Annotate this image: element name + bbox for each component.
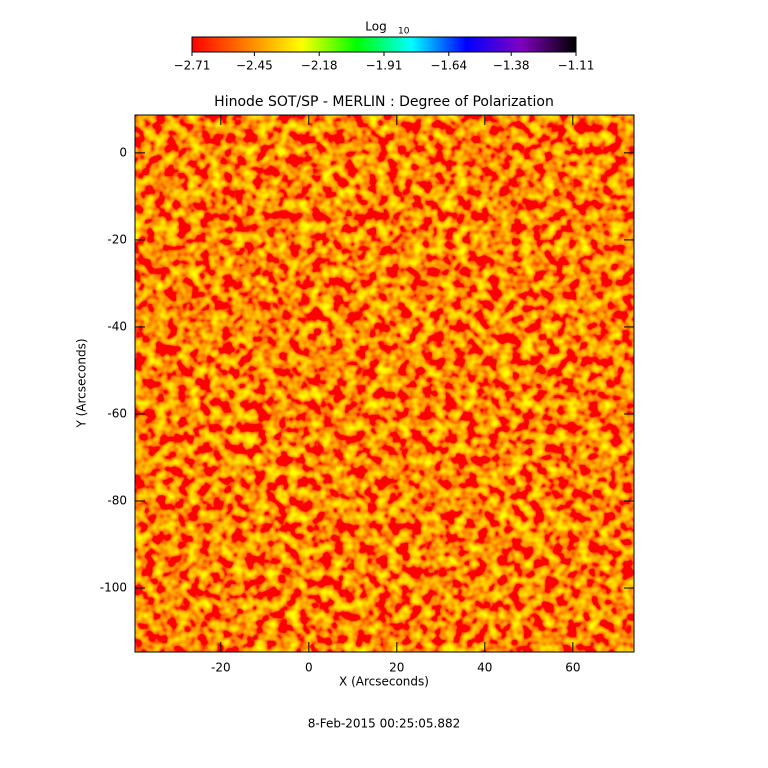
y-axis-label: Y (Arcseconds): [75, 338, 89, 428]
colorbar-tick-label: −2.45: [236, 59, 273, 73]
image: [135, 115, 634, 652]
x-tick-label: 0: [305, 661, 313, 675]
colorbar: [191, 36, 577, 53]
y-tick-label: -20: [107, 232, 127, 246]
x-tick-label: 40: [477, 661, 492, 675]
colorbar-tick-label: −2.18: [301, 59, 338, 73]
colorbar-tick-label: −1.38: [493, 59, 530, 73]
x-tick-label: 60: [565, 661, 580, 675]
colorbar-label: Log: [365, 20, 386, 34]
colorbar-tick-label: −1.11: [558, 59, 595, 73]
x-tick-label: 20: [389, 661, 404, 675]
x-axis-label: X (Arcseconds): [339, 675, 429, 689]
y-tick-label: -80: [107, 493, 127, 507]
y-tick-label: -40: [107, 319, 127, 333]
y-tick-label: -100: [100, 581, 127, 595]
y-tick-label: 0: [119, 145, 127, 159]
colorbar-tick-label: −2.71: [174, 59, 211, 73]
y-tick-label: -60: [107, 406, 127, 420]
x-tick-label: -20: [211, 661, 231, 675]
colorbar-tick-label: −1.64: [430, 59, 467, 73]
colorbar-label-sub: 10: [398, 27, 410, 37]
date: 8-Feb-2015 00:25:05.882: [308, 717, 461, 731]
chart-title: Hinode SOT/SP - MERLIN : Degree of Polar…: [214, 94, 554, 110]
colorbar-tick-label: −1.91: [366, 59, 403, 73]
plot-frame: [134, 114, 635, 653]
